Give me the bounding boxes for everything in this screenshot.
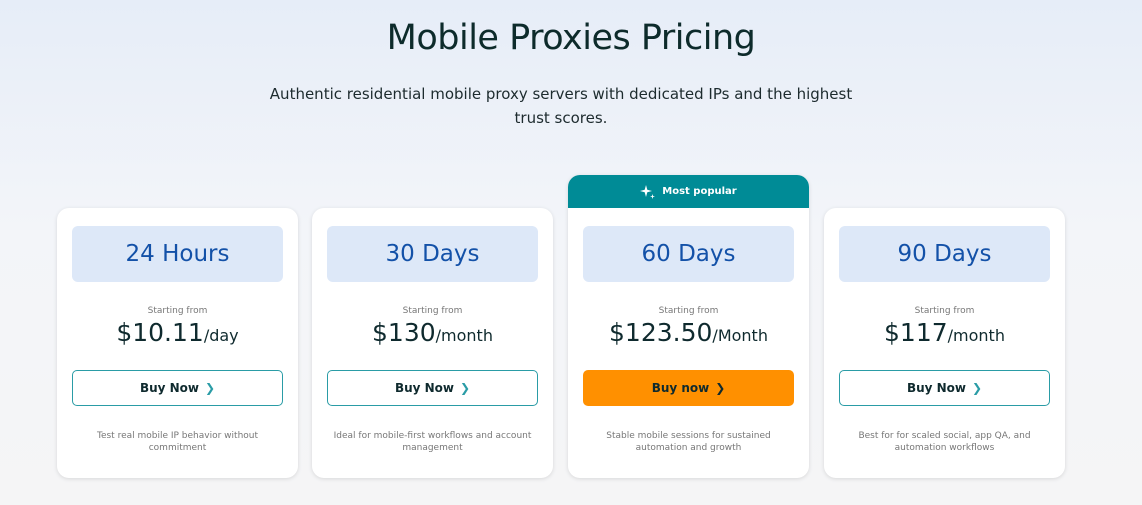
plan-price: $10.11/day — [57, 318, 298, 347]
price-amount: $117 — [884, 318, 948, 347]
plan-price: $117/month — [824, 318, 1065, 347]
plan-title: 30 Days — [327, 226, 538, 282]
plan-description: Stable mobile sessions for sustained aut… — [606, 431, 771, 453]
button-label: Buy Now — [906, 381, 966, 395]
plan-card-90-days: 90 Days Starting from $117/month Buy Now… — [824, 208, 1065, 478]
plan-title: 24 Hours — [72, 226, 283, 282]
plan-title: 90 Days — [839, 226, 1050, 282]
price-amount: $10.11 — [116, 318, 204, 347]
plan-description: Best for for scaled social, app QA, and … — [858, 431, 1031, 453]
most-popular-badge: Most popular — [568, 175, 809, 208]
plan-description: Ideal for mobile-first workflows and acc… — [333, 431, 532, 453]
chevron-right-icon: ❯ — [972, 381, 983, 395]
buy-now-button[interactable]: Buy now ❯ — [583, 370, 794, 406]
price-amount: $123.50 — [609, 318, 713, 347]
buy-now-button[interactable]: Buy Now ❯ — [839, 370, 1050, 406]
plan-card-24-hours: 24 Hours Starting from $10.11/day Buy No… — [57, 208, 298, 478]
price-amount: $130 — [372, 318, 436, 347]
chevron-right-icon: ❯ — [205, 381, 216, 395]
button-label: Buy now — [651, 381, 710, 395]
sparkle-icon — [640, 184, 656, 199]
starting-from-label: Starting from — [914, 306, 975, 316]
price-unit: /month — [947, 326, 1005, 345]
chevron-right-icon: ❯ — [715, 381, 726, 395]
plan-title: 60 Days — [583, 226, 794, 282]
button-label: Buy Now — [394, 381, 454, 395]
starting-from-label: Starting from — [147, 306, 208, 316]
starting-from-label: Starting from — [658, 306, 719, 316]
buy-now-button[interactable]: Buy Now ❯ — [72, 370, 283, 406]
plan-price: $123.50/Month — [568, 318, 809, 347]
plan-card-30-days: 30 Days Starting from $130/month Buy Now… — [312, 208, 553, 478]
price-unit: /Month — [712, 326, 768, 345]
buy-now-button[interactable]: Buy Now ❯ — [327, 370, 538, 406]
starting-from-label: Starting from — [402, 306, 463, 316]
plan-card-60-days: Most popular 60 Days Starting from $123.… — [568, 175, 809, 478]
price-unit: /day — [203, 326, 239, 345]
button-label: Buy Now — [139, 381, 199, 395]
price-unit: /month — [435, 326, 493, 345]
page-subtitle: Authentic residential mobile proxy serve… — [269, 85, 853, 127]
badge-label: Most popular — [662, 186, 737, 197]
plan-price: $130/month — [312, 318, 553, 347]
chevron-right-icon: ❯ — [460, 381, 471, 395]
plan-description: Test real mobile IP behavior without com… — [96, 431, 259, 453]
page-title: Mobile Proxies Pricing — [386, 18, 756, 58]
